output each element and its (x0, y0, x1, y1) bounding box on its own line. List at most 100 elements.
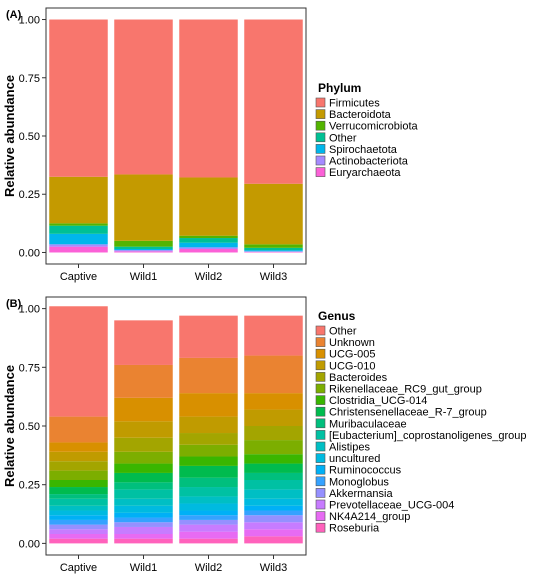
bar-segment-captive-christensenellaceae-r-7-group (49, 487, 108, 495)
panel-b: (B) Captive Wild1 Wild2 Wild3 0.00 0.25 0.50 0.7… (2, 296, 527, 574)
bar-segment-wild3-prevotellaceae-ucg-004 (244, 522, 303, 530)
bar-segment-captive-monoglobus (49, 519, 108, 525)
bar-segment-wild3-akkermansia (244, 515, 303, 523)
bar-segment-wild3-nk4a214-group (244, 529, 303, 537)
bar-segment-wild1-bacteroidota (114, 174, 173, 241)
y-tick-label: 0.50 (19, 421, 40, 433)
plot-border (45, 296, 307, 556)
bar-segment-captive-other (49, 225, 108, 234)
bar-segment-wild1-alistipes (114, 498, 173, 506)
legend-label: uncultured (329, 453, 380, 465)
legend-label: Verrucomicrobiota (329, 121, 419, 133)
bar-segment-wild1-actinobacteriota (114, 250, 173, 252)
y-tick-label: 0.75 (19, 362, 40, 374)
legend-swatch (315, 372, 326, 382)
bar-segment-wild1-firmicutes (114, 19, 173, 175)
bar-segment-captive-akkermansia (49, 524, 108, 530)
legend-title: Phylum (318, 81, 361, 95)
bar-segment-wild2-other (179, 238, 238, 243)
bar-segment-wild1-clostridia-ucg-014 (114, 463, 173, 473)
legend-label: Euryarchaeota (329, 167, 401, 179)
bar-segment-captive-prevotellaceae-ucg-004 (49, 529, 108, 534)
legend-swatch (315, 97, 326, 108)
bar-segment-wild1-rikenellaceae-rc9-gut-group (114, 451, 173, 464)
legend-swatch (315, 395, 326, 405)
bar-segment-wild3-roseburia (244, 536, 303, 544)
legend-swatch (315, 109, 326, 119)
legend-label: Rikenellaceae_RC9_gut_group (329, 384, 482, 396)
y-tick-label: 0.00 (19, 247, 40, 259)
bar-segment-wild1--eubacterium-coprostanoligenes-group (114, 489, 173, 499)
bar-segment-wild3-muribaculaceae (244, 472, 303, 480)
y-axis-label: Relative abundance (2, 75, 17, 197)
bar-segment-wild2-akkermansia (179, 519, 238, 525)
bar-segment-wild1-akkermansia (114, 522, 173, 527)
legend-swatch (315, 522, 326, 533)
bar-segment-wild1-uncultured (114, 505, 173, 513)
panel-label: (A) (6, 9, 22, 21)
bar-segment-wild3-bacteroidota (244, 183, 303, 245)
legend-label: Monoglobus (329, 476, 389, 488)
bar-segment-wild2-firmicutes (179, 19, 238, 178)
bar-segment-captive-muribaculaceae (49, 494, 108, 499)
legend-swatch (315, 167, 326, 177)
y-axis-label: Relative abundance (2, 365, 17, 487)
bar-segment-wild2-roseburia (179, 538, 238, 544)
bar-segment-captive-bacteroidota (49, 176, 108, 224)
bar-segment-wild3-rikenellaceae-rc9-gut-group (244, 440, 303, 455)
bar-segment-wild2-uncultured (179, 503, 238, 511)
legend-swatch (315, 464, 326, 475)
bar-segment-wild1-other (114, 246, 173, 249)
bar-segment-captive-spirochaetota (49, 233, 108, 245)
bar-segment-wild2-alistipes (179, 496, 238, 504)
bar-segment-wild3-other (244, 247, 303, 251)
bar-segment-wild2-ucg-010 (179, 416, 238, 434)
bar-segment-captive-unknown (49, 416, 108, 443)
bar-segment-wild2-christensenellaceae-r-7-group (179, 465, 238, 478)
legend-label: Unknown (329, 337, 375, 349)
legend-swatch (315, 418, 326, 429)
bar-segment-wild1-bacteroides (114, 437, 173, 452)
legend-swatch (315, 488, 326, 498)
legend-swatch (315, 383, 326, 394)
bar-segment-wild2-other (179, 315, 238, 358)
bar-segment-captive-nk4a214-group (49, 534, 108, 539)
bar-segment-wild1-ucg-005 (114, 397, 173, 422)
bar-segment-wild1-christensenellaceae-r-7-group (114, 472, 173, 483)
x-tick-label: Wild1 (130, 562, 158, 574)
legend-swatch (315, 120, 326, 131)
bar-segment-wild2-muribaculaceae (179, 477, 238, 488)
bar-segment-wild3-alistipes (244, 489, 303, 499)
bar-segment-captive-verrucomicrobiota (49, 223, 108, 226)
bar-segment-wild3-spirochaetota (244, 250, 303, 252)
bar-segment-wild3-monoglobus (244, 510, 303, 516)
x-tick-label: Captive (60, 562, 97, 574)
legend-label: Christensenellaceae_R-7_group (329, 407, 487, 419)
bar-segment-wild1-nk4a214-group (114, 534, 173, 539)
bar-segment-wild3-uncultured (244, 498, 303, 506)
y-tick-label: 0.25 (19, 189, 40, 201)
y-tick-label: 1.00 (19, 15, 40, 27)
legend-swatch (315, 441, 326, 452)
bar-segment-wild2-ucg-005 (179, 393, 238, 417)
bar-segment-wild3-clostridia-ucg-014 (244, 454, 303, 464)
plot-border (45, 7, 307, 265)
legend-label: Akkermansia (329, 488, 393, 500)
legend-swatch (315, 144, 326, 154)
legend-label: [Eubacterium]_coprostanoligenes_group (329, 430, 527, 442)
legend-swatch (315, 499, 326, 510)
legend-swatch (315, 453, 326, 463)
bar-segment-wild2--eubacterium-coprostanoligenes-group (179, 487, 238, 497)
bar-segment-wild1-verrucomicrobiota (114, 240, 173, 247)
legend-swatch (315, 325, 326, 336)
legend-swatch (315, 430, 326, 440)
y-tick-label: 0.75 (19, 73, 40, 85)
legend-swatch (315, 476, 326, 487)
bar-segment-wild1-roseburia (114, 538, 173, 544)
bar-segment-captive-bacteroides (49, 461, 108, 471)
bar-segment-wild2-clostridia-ucg-014 (179, 456, 238, 466)
bar-segment-wild2-unknown (179, 357, 238, 394)
legend-swatch (315, 406, 326, 417)
bar-segment-wild1-ruminococcus (114, 512, 173, 518)
